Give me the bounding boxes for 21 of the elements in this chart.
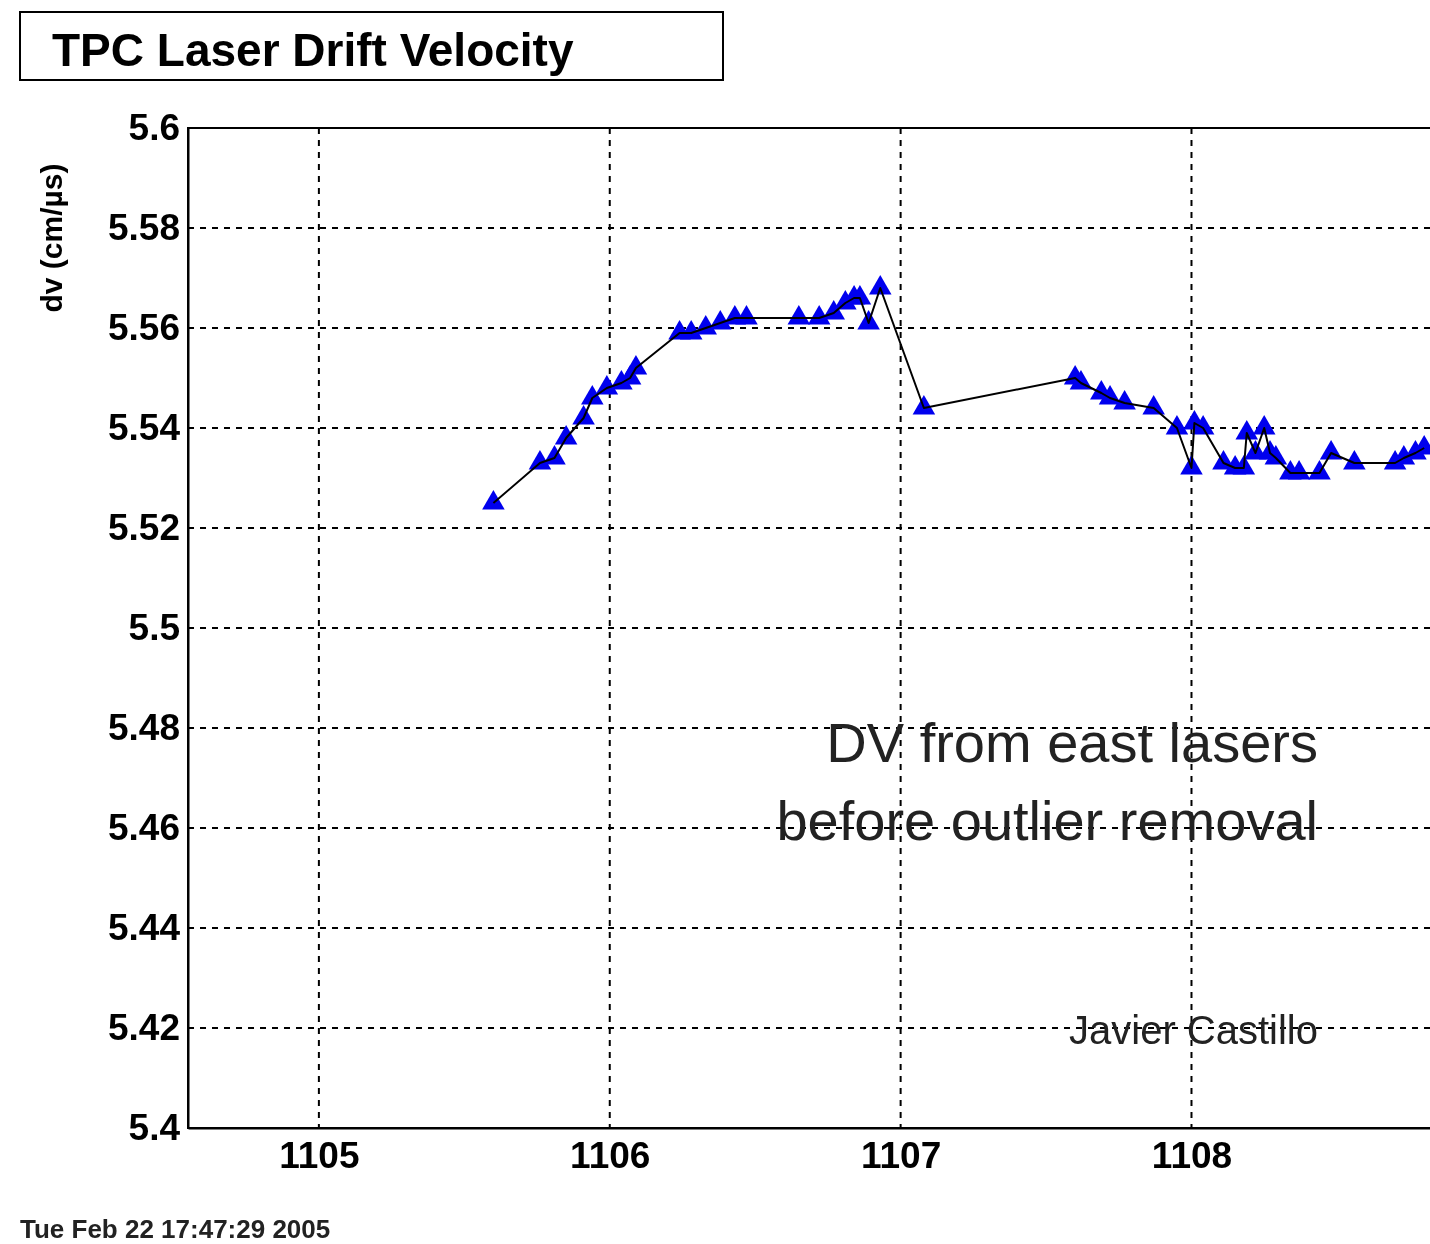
y-tick-label: 5.58 (107, 207, 180, 249)
y-tick-label: 5.42 (107, 1007, 180, 1049)
y-tick-label: 5.56 (107, 307, 180, 349)
y-tick-label: 5.48 (107, 707, 180, 749)
y-axis-title: dv (cm/µs) (35, 163, 68, 313)
y-tick-label: 5.6 (128, 107, 180, 149)
annotation: Javier Castillo (1069, 1008, 1318, 1052)
y-tick-label: 5.52 (107, 507, 180, 549)
y-tick-label: 5.5 (128, 607, 180, 649)
y-tick-label: 5.4 (128, 1107, 181, 1149)
x-tick-label: 1105 (279, 1135, 360, 1177)
point (482, 489, 505, 510)
annotation: DV from east lasers before outlier removal (776, 711, 1318, 852)
x-tick-label: 1106 (570, 1135, 651, 1177)
x-tick-label: 1108 (1151, 1135, 1233, 1177)
x-tick-label: 1107 (860, 1135, 942, 1177)
text: Tue Feb 22 17:47:29 2005 (20, 1214, 331, 1244)
y-tick-label: 5.54 (107, 407, 181, 449)
chart-title: TPC Laser Drift Velocity (52, 24, 574, 76)
y-tick-label: 5.44 (107, 907, 181, 949)
y-tick-label: 5.46 (107, 807, 180, 849)
